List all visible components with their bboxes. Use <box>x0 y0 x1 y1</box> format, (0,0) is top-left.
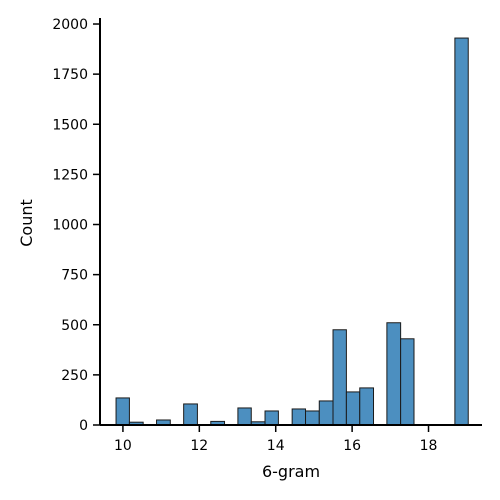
y-axis-ticks: 0 250 500 750 1000 1250 1500 1750 2000 <box>52 17 100 434</box>
x-tick-label: 10 <box>114 438 132 454</box>
y-tick-label: 1000 <box>52 218 88 234</box>
x-tick-label: 16 <box>343 438 361 454</box>
histogram-bar <box>183 403 198 426</box>
y-tick-label: 1750 <box>52 67 88 83</box>
x-axis-label: 6-gram <box>262 462 320 481</box>
y-tick-label: 750 <box>61 268 88 284</box>
x-tick-label: 18 <box>420 438 438 454</box>
y-tick-label: 500 <box>61 318 88 334</box>
y-tick-label: 0 <box>79 418 88 434</box>
histogram-bar <box>264 410 279 426</box>
histogram-bar <box>332 329 347 426</box>
histogram-bar <box>454 37 469 426</box>
y-tick-label: 1500 <box>52 117 88 133</box>
histogram-bar <box>400 338 415 426</box>
y-tick-label: 1250 <box>52 167 88 183</box>
histogram-bar <box>359 387 375 426</box>
histogram-bar <box>115 397 130 426</box>
histogram-bar <box>318 400 334 426</box>
x-axis-ticks: 10 12 14 16 18 <box>114 425 437 454</box>
histogram-bar <box>386 322 402 426</box>
histogram-bar <box>237 407 252 426</box>
histogram-bar <box>305 410 320 426</box>
histogram-bar <box>345 391 361 426</box>
x-tick-label: 14 <box>267 438 285 454</box>
histogram-bar <box>291 408 307 426</box>
x-tick-label: 12 <box>190 438 208 454</box>
y-tick-label: 250 <box>61 368 88 384</box>
histogram-bars <box>115 37 469 426</box>
y-axis-label: Count <box>17 199 36 247</box>
y-tick-label: 2000 <box>52 17 88 33</box>
